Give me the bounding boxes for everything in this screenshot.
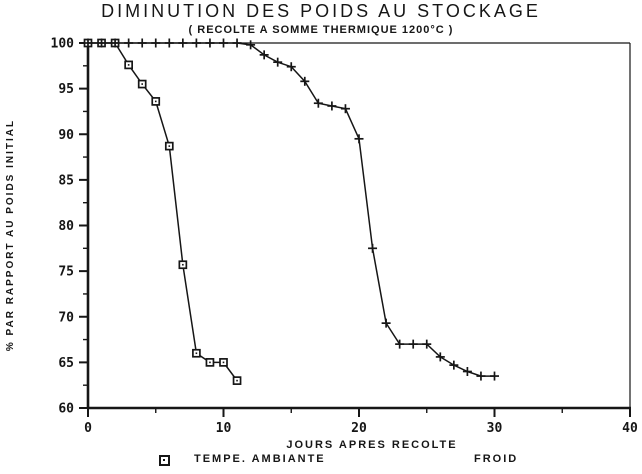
- x-tick-label: 30: [487, 421, 503, 436]
- square-marker-dot: [209, 361, 211, 364]
- legend-label-froid: FROID: [474, 453, 519, 465]
- y-tick-label: 70: [58, 310, 74, 325]
- y-tick-label: 80: [58, 219, 74, 234]
- x-tick-label: 40: [622, 421, 638, 436]
- square-marker-dot: [195, 352, 198, 355]
- y-tick-label: 65: [58, 356, 74, 371]
- series-line-tempe-ambiante: [88, 42, 238, 382]
- y-tick-label: 85: [58, 173, 74, 188]
- legend-label-ambiante: TEMPE. AMBIANTE: [194, 453, 326, 465]
- y-tick-label: 75: [58, 265, 74, 280]
- square-marker-dot: [236, 379, 238, 382]
- page-title: DIMINUTION DES POIDS AU STOCKAGE: [101, 1, 541, 21]
- chart-subtitle: ( RECOLTE A SOMME THERMIQUE 1200°C ): [188, 24, 454, 36]
- square-marker-dot: [168, 145, 171, 147]
- y-tick-label: 100: [51, 37, 75, 52]
- square-marker-dot: [141, 83, 143, 85]
- y-axis-title: % PAR RAPPORT AU POIDS INITIAL: [5, 118, 16, 352]
- legend-square-icon: [159, 455, 170, 466]
- y-tick-label: 90: [58, 128, 74, 143]
- square-marker-dot: [222, 361, 225, 364]
- y-tick-label: 95: [58, 82, 74, 97]
- square-marker-dot: [127, 64, 130, 66]
- x-tick-label: 10: [216, 421, 232, 436]
- square-marker-dot: [154, 100, 157, 103]
- y-tick-label: 60: [58, 402, 74, 417]
- x-tick-label: 0: [84, 421, 92, 436]
- x-tick-label: 20: [351, 421, 367, 436]
- x-axis-title: JOURS APRES RECOLTE: [286, 439, 458, 451]
- square-marker-dot: [182, 263, 184, 266]
